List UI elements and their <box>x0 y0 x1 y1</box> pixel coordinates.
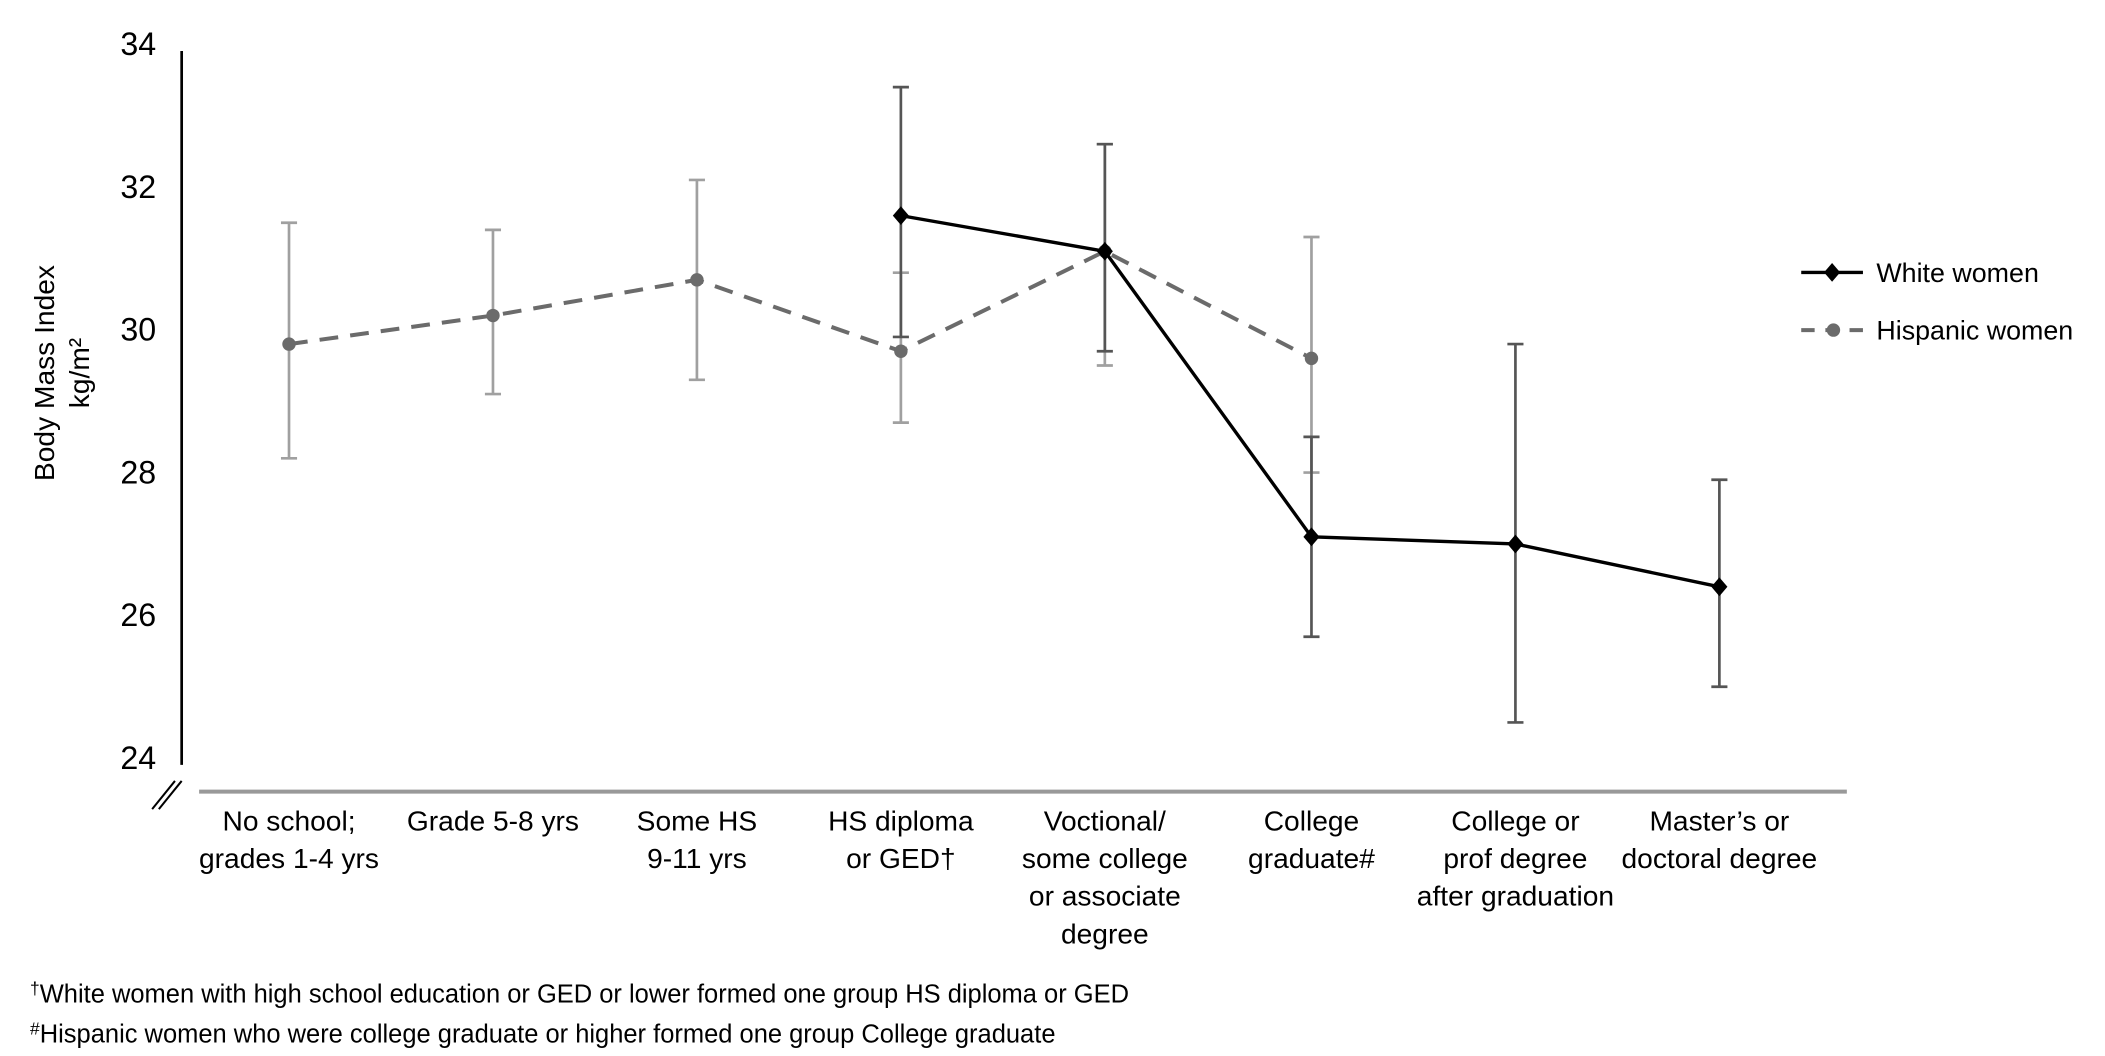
x-category-label: after graduation <box>1417 880 1614 912</box>
y-tick-label: 30 <box>120 312 156 348</box>
error-bar <box>1507 342 1524 724</box>
data-point-white <box>1507 534 1524 554</box>
x-category-label: HS diploma <box>828 805 974 837</box>
x-category-label: or GED† <box>846 842 956 874</box>
axis-break-icon <box>151 780 183 810</box>
legend-label: Hispanic women <box>1876 315 2073 345</box>
x-category-label: prof degree <box>1443 842 1587 874</box>
x-category-label: College <box>1264 805 1359 837</box>
legend-circle-icon <box>1826 323 1841 337</box>
data-point-hispanic <box>894 344 908 358</box>
footnote-text: Hispanic women who were college graduate… <box>40 1021 1056 1049</box>
x-category-label: doctoral degree <box>1622 842 1818 874</box>
y-ticks: 24 26 28 30 32 34 <box>120 26 156 776</box>
data-point-hispanic <box>282 337 296 351</box>
x-category-label: grades 1-4 yrs <box>199 842 379 874</box>
footnotes: †White women with high school education … <box>30 978 1129 1048</box>
x-categories: No school; grades 1-4 yrs Grade 5-8 yrs Som… <box>199 805 1817 950</box>
y-tick-label: 26 <box>120 597 156 633</box>
x-category-label: Master’s or <box>1649 805 1789 837</box>
x-category-label: No school; <box>222 805 355 837</box>
x-category-label: or associate <box>1029 880 1181 912</box>
y-axis-title: Body Mass Index <box>28 265 60 481</box>
y-tick-label: 28 <box>120 454 156 490</box>
x-category-label: 9-11 yrs <box>647 842 747 874</box>
series-line-hispanic <box>288 249 1313 361</box>
x-category-label: Grade 5-8 yrs <box>407 805 579 837</box>
data-point-white <box>892 206 909 225</box>
x-category-label: Voctional/ <box>1044 805 1166 837</box>
data-point-hispanic <box>486 308 500 323</box>
data-point-white <box>1711 577 1728 597</box>
x-category-label: graduate# <box>1248 842 1375 874</box>
plot-area <box>280 85 1728 724</box>
x-category-label: Some HS <box>637 805 758 837</box>
footnote-text: White women with high school education o… <box>40 980 1129 1008</box>
data-point-hispanic <box>1304 351 1319 366</box>
x-category-label: College or <box>1451 805 1579 837</box>
footnote: †White women with high school education … <box>30 978 1129 1008</box>
x-category-label: some college <box>1022 842 1188 874</box>
legend: White women Hispanic women <box>1801 258 2073 345</box>
legend-diamond-icon <box>1824 262 1841 282</box>
y-tick-label: 32 <box>120 169 156 205</box>
axes: Body Mass Index kg/m² <box>28 50 1847 810</box>
y-tick-label: 24 <box>120 740 156 776</box>
y-tick-label: 34 <box>120 26 156 62</box>
x-category-label: degree <box>1061 917 1149 949</box>
legend-item: White women <box>1801 258 2039 288</box>
footnote: #Hispanic women who were college graduat… <box>30 1019 1055 1049</box>
data-point-hispanic <box>690 273 704 287</box>
footnote-mark: † <box>30 978 40 998</box>
footnote-mark: # <box>30 1019 40 1039</box>
legend-label: White women <box>1876 258 2039 288</box>
legend-item: Hispanic women <box>1801 315 2073 345</box>
y-axis-unit: kg/m² <box>63 338 95 408</box>
